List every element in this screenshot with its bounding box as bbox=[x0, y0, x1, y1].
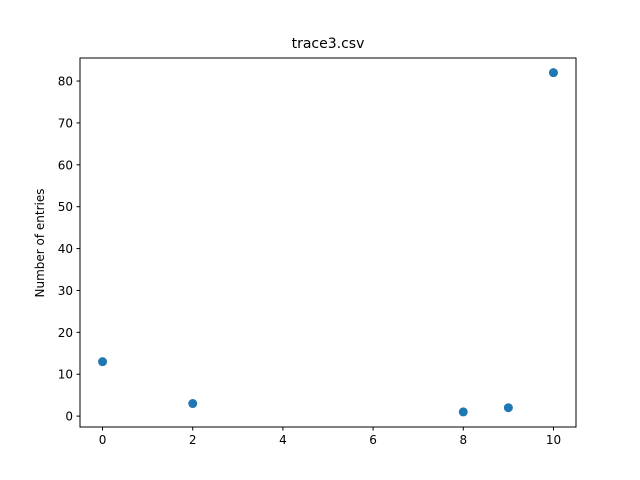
data-point bbox=[98, 357, 108, 367]
y-tick-label: 10 bbox=[58, 368, 73, 382]
y-tick-label: 50 bbox=[58, 200, 73, 214]
data-point bbox=[503, 403, 513, 413]
x-tick-label: 2 bbox=[189, 433, 197, 447]
plot-frame bbox=[79, 57, 577, 428]
x-tick-label: 0 bbox=[99, 433, 107, 447]
y-tick-label: 20 bbox=[58, 326, 73, 340]
y-tick-label: 70 bbox=[58, 116, 73, 130]
data-point bbox=[458, 407, 468, 417]
x-tick-label: 10 bbox=[546, 433, 561, 447]
y-tick-label: 0 bbox=[65, 410, 73, 424]
x-tick-label: 6 bbox=[369, 433, 377, 447]
x-tick-label: 8 bbox=[459, 433, 467, 447]
y-tick-label: 60 bbox=[58, 158, 73, 172]
x-tick-label: 4 bbox=[279, 433, 287, 447]
y-tick-label: 30 bbox=[58, 284, 73, 298]
data-point bbox=[548, 68, 558, 78]
y-axis-ticks: 0 10 20 30 40 50 60 70 80 bbox=[58, 75, 80, 424]
data-points bbox=[98, 68, 558, 417]
chart-title: trace3.csv bbox=[292, 36, 365, 52]
data-point bbox=[188, 399, 198, 409]
x-axis-ticks: 0 2 4 6 8 10 bbox=[99, 427, 561, 447]
y-tick-label: 40 bbox=[58, 242, 73, 256]
y-tick-label: 80 bbox=[58, 75, 73, 89]
y-axis-label: Number of entries bbox=[33, 189, 47, 298]
